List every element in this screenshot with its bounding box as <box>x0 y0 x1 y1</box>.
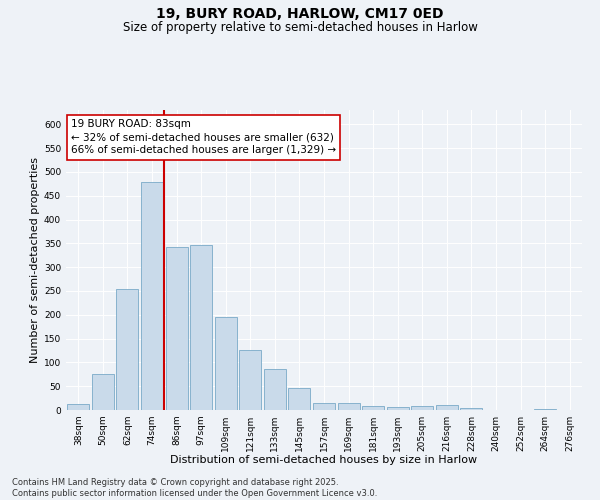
Bar <box>166 246 188 410</box>
Y-axis label: Number of semi-detached properties: Number of semi-detached properties <box>30 157 40 363</box>
Bar <box>436 405 458 410</box>
Bar <box>67 404 89 410</box>
Bar <box>190 245 212 410</box>
Bar <box>338 404 359 410</box>
Bar <box>534 409 556 410</box>
Bar <box>460 408 482 410</box>
Bar <box>362 406 384 410</box>
Bar <box>141 182 163 410</box>
Bar <box>92 374 114 410</box>
Bar <box>215 316 237 410</box>
Text: 19 BURY ROAD: 83sqm
← 32% of semi-detached houses are smaller (632)
66% of semi-: 19 BURY ROAD: 83sqm ← 32% of semi-detach… <box>71 119 336 156</box>
Text: Contains HM Land Registry data © Crown copyright and database right 2025.
Contai: Contains HM Land Registry data © Crown c… <box>12 478 377 498</box>
Text: 19, BURY ROAD, HARLOW, CM17 0ED: 19, BURY ROAD, HARLOW, CM17 0ED <box>156 8 444 22</box>
Bar <box>116 288 139 410</box>
Bar <box>239 350 262 410</box>
Bar <box>313 403 335 410</box>
Bar <box>411 406 433 410</box>
Bar <box>289 388 310 410</box>
X-axis label: Distribution of semi-detached houses by size in Harlow: Distribution of semi-detached houses by … <box>170 456 478 466</box>
Bar <box>264 368 286 410</box>
Text: Size of property relative to semi-detached houses in Harlow: Size of property relative to semi-detach… <box>122 21 478 34</box>
Bar <box>386 407 409 410</box>
